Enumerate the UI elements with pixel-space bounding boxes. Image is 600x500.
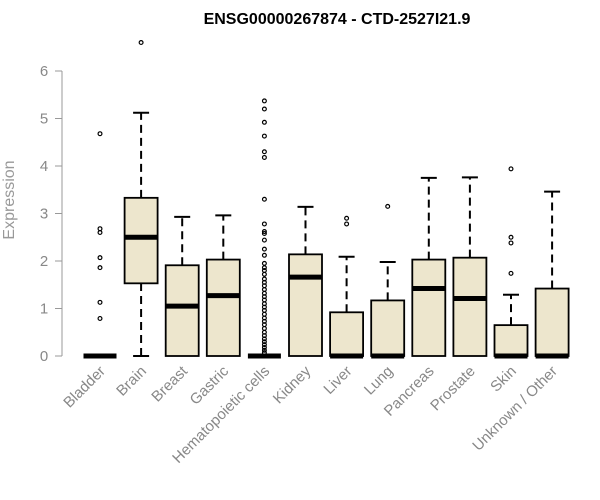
outlier-point (344, 221, 350, 227)
outlier-point (261, 106, 267, 112)
box-10 (493, 166, 529, 359)
outlier-point (261, 265, 267, 271)
y-tick-label: 2 (40, 253, 48, 270)
outlier-point (138, 39, 144, 45)
outlier-point (97, 255, 103, 261)
x-tick-label: Kidney (270, 362, 315, 407)
x-tick-label: Bladder (60, 363, 109, 412)
y-tick-label: 6 (40, 63, 48, 80)
outlier-point (261, 347, 267, 353)
x-tick-label: Breast (148, 362, 191, 405)
y-axis: 0 1 2 3 4 5 6 (40, 63, 63, 365)
outlier-point (261, 271, 267, 277)
outlier-point (261, 154, 267, 160)
y-axis-label: Expression (1, 160, 18, 239)
x-tick-label: Skin (487, 363, 520, 396)
box-1 (123, 39, 159, 357)
outlier-point (261, 196, 267, 202)
box-3 (205, 214, 241, 357)
iqr-box (452, 256, 488, 357)
x-tick-label: Lung (361, 363, 397, 399)
outlier-point (97, 315, 103, 321)
x-tick-label: Liver (320, 363, 355, 398)
outlier-point (261, 98, 267, 104)
box-7 (370, 203, 406, 359)
box-0 (83, 131, 117, 359)
outlier-point (261, 342, 267, 348)
iqr-box (493, 324, 529, 357)
box-8 (411, 176, 447, 357)
y-tick-label: 0 (40, 348, 48, 365)
iqr-box (164, 264, 200, 357)
outlier-point (261, 149, 267, 155)
x-tick-label: Brain (113, 363, 150, 400)
outlier-point (261, 252, 267, 258)
box-6 (329, 215, 365, 359)
outlier-point (97, 230, 103, 236)
outlier-point (508, 240, 514, 246)
iqr-box (534, 287, 570, 357)
outlier-point (261, 229, 267, 235)
y-tick-label: 3 (40, 206, 48, 223)
iqr-box (411, 258, 447, 357)
outlier-point (261, 339, 267, 345)
box-series (83, 39, 570, 359)
outlier-point (261, 336, 267, 342)
outlier-point (97, 299, 103, 305)
outlier-point (508, 234, 514, 240)
x-tick-label: Prostate (427, 363, 479, 415)
iqr-box (288, 253, 323, 357)
outlier-point (261, 237, 267, 243)
box-9 (452, 176, 488, 357)
iqr-box (370, 299, 406, 357)
box-11 (534, 190, 570, 359)
outlier-point (97, 265, 103, 271)
outlier-point (508, 270, 514, 276)
outlier-point (261, 260, 267, 266)
outlier-point (261, 350, 267, 356)
outlier-point (97, 131, 103, 137)
outlier-point (261, 133, 267, 139)
y-tick-label: 5 (40, 111, 48, 128)
iqr-box (123, 196, 159, 285)
outlier-point (508, 166, 514, 172)
outlier-point (261, 119, 267, 125)
chart-title: ENSG00000267874 - CTD-2527I21.9 (204, 11, 471, 28)
box-5 (288, 205, 323, 357)
y-tick-label: 4 (40, 158, 48, 175)
y-tick-label: 1 (40, 301, 48, 318)
outlier-point (261, 221, 267, 227)
iqr-box (329, 311, 365, 357)
box-4 (247, 98, 281, 359)
outlier-point (385, 203, 391, 209)
outlier-point (261, 344, 267, 350)
outlier-point (344, 215, 350, 221)
outlier-point (261, 246, 267, 252)
outlier-point (261, 230, 267, 236)
box-2 (164, 215, 200, 357)
iqr-box (205, 258, 241, 357)
